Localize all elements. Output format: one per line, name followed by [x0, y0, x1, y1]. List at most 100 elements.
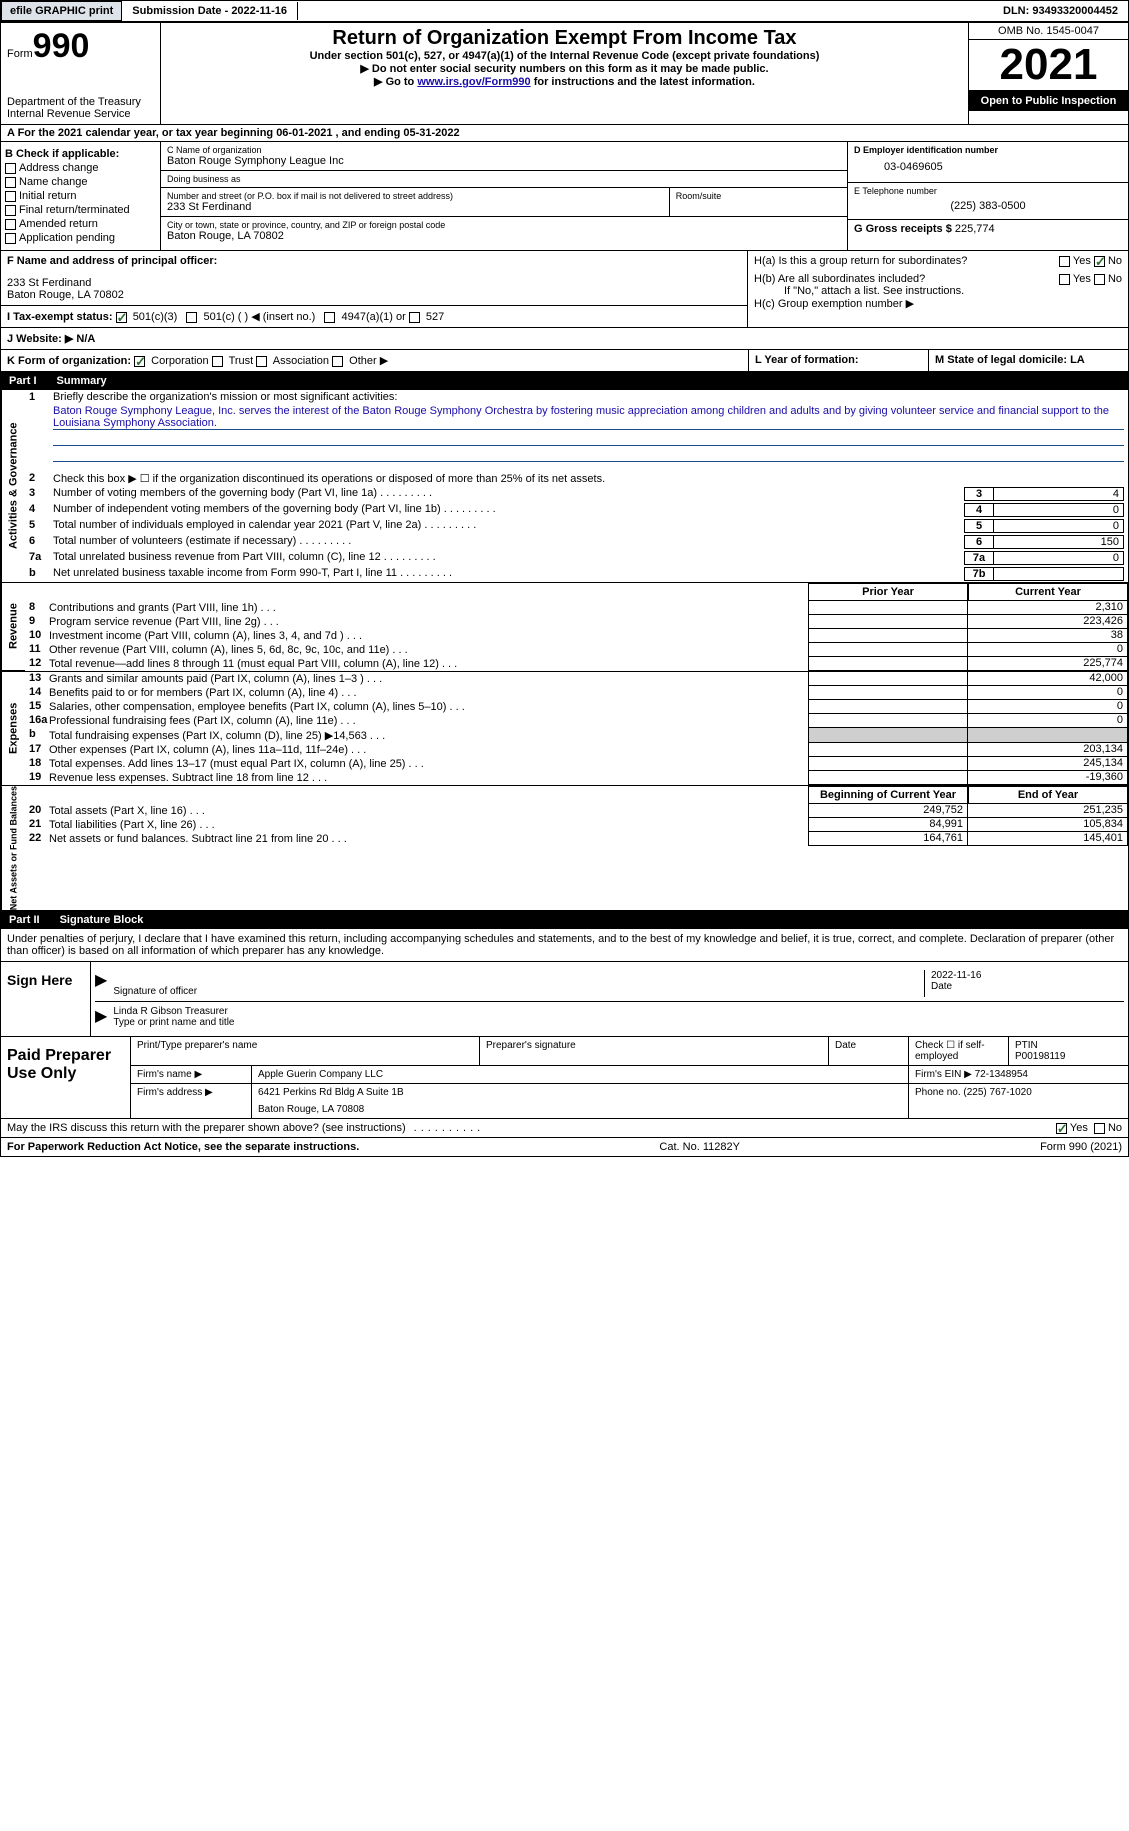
form-org-label: K Form of organization: — [7, 355, 131, 367]
two-col-line: 9Program service revenue (Part VIII, lin… — [25, 615, 1128, 629]
label-final-return: Final return/terminated — [19, 204, 130, 216]
open-inspection: Open to Public Inspection — [969, 91, 1128, 111]
part1-body: Activities & Governance 1Briefly describ… — [0, 390, 1129, 911]
sig-officer-label: Signature of officer — [113, 986, 924, 997]
row-klm: K Form of organization: Corporation Trus… — [0, 350, 1129, 372]
two-col-line: bTotal fundraising expenses (Part IX, co… — [25, 728, 1128, 743]
chk-other[interactable] — [332, 356, 343, 367]
col-end: End of Year — [968, 786, 1128, 804]
dept-irs: Internal Revenue Service — [7, 108, 154, 120]
firm-ein: 72-1348954 — [975, 1069, 1028, 1080]
chk-corp[interactable] — [134, 356, 145, 367]
ein-label: D Employer identification number — [854, 145, 1122, 155]
city-value: Baton Rouge, LA 70802 — [167, 230, 841, 242]
sign-block: Sign Here ▶ Signature of officer 2022-11… — [0, 962, 1129, 1037]
gross-value: 225,774 — [955, 223, 995, 235]
principal-officer-label: F Name and address of principal officer: — [7, 255, 741, 267]
chk-501c3[interactable] — [116, 312, 127, 323]
form-subtitle-2: ▶ Do not enter social security numbers o… — [167, 62, 962, 75]
chk-hb-yes[interactable] — [1059, 274, 1070, 285]
dba-label: Doing business as — [167, 174, 841, 184]
chk-app-pending[interactable] — [5, 233, 16, 244]
addr-value: 233 St Ferdinand — [167, 201, 663, 213]
prep-name-label: Print/Type preparer's name — [131, 1037, 479, 1065]
arrow-icon: ▶ — [95, 1006, 107, 1028]
efile-print-button[interactable]: efile GRAPHIC print — [1, 1, 122, 21]
principal-officer-addr2: Baton Rouge, LA 70802 — [7, 289, 741, 301]
chk-ha-no[interactable] — [1094, 256, 1105, 267]
form-label: Form — [7, 48, 33, 60]
goto-pre: ▶ Go to — [374, 76, 417, 88]
chk-discuss-no[interactable] — [1094, 1123, 1105, 1134]
chk-hb-no[interactable] — [1094, 274, 1105, 285]
irs-link[interactable]: www.irs.gov/Form990 — [417, 76, 530, 88]
chk-address-change[interactable] — [5, 163, 16, 174]
label-corp: Corporation — [151, 355, 208, 367]
firm-addr-label: Firm's address ▶ — [131, 1084, 251, 1118]
omb-number: OMB No. 1545-0047 — [969, 23, 1128, 40]
q1-text: Baton Rouge Symphony League, Inc. serves… — [53, 405, 1124, 430]
state-domicile: M State of legal domicile: LA — [935, 354, 1085, 366]
chk-4947[interactable] — [324, 312, 335, 323]
label-amended: Amended return — [19, 218, 98, 230]
year-formation: L Year of formation: — [755, 354, 859, 366]
ein-value: 03-0469605 — [854, 155, 1122, 179]
chk-assoc[interactable] — [256, 356, 267, 367]
gross-label: G Gross receipts $ — [854, 223, 952, 235]
hb-label: H(b) Are all subordinates included? — [754, 273, 925, 285]
col-b-title: B Check if applicable: — [5, 148, 156, 160]
chk-ha-yes[interactable] — [1059, 256, 1070, 267]
firm-tel-label: Phone no. — [915, 1087, 961, 1098]
chk-discuss-yes[interactable] — [1056, 1123, 1067, 1134]
two-col-line: 8Contributions and grants (Part VIII, li… — [25, 601, 1128, 615]
label-name-change: Name change — [19, 176, 88, 188]
firm-addr2: Baton Rouge, LA 70808 — [258, 1104, 902, 1115]
addr-label: Number and street (or P.O. box if mail i… — [167, 191, 663, 201]
main-info: B Check if applicable: Address change Na… — [0, 142, 1129, 251]
prep-selfemp: Check ☐ if self-employed — [908, 1037, 1008, 1065]
chk-amended[interactable] — [5, 219, 16, 230]
label-address-change: Address change — [19, 162, 99, 174]
firm-tel: (225) 767-1020 — [963, 1087, 1031, 1098]
summary-line: 4Number of independent voting members of… — [25, 502, 1128, 518]
firm-name-label: Firm's name ▶ — [131, 1066, 251, 1083]
q2-text: Check this box ▶ ☐ if the organization d… — [53, 472, 1124, 485]
part2-title: Signature Block — [60, 914, 144, 926]
ptin-value: P00198119 — [1015, 1051, 1122, 1062]
footer: For Paperwork Reduction Act Notice, see … — [0, 1138, 1129, 1157]
summary-line: bNet unrelated business taxable income f… — [25, 566, 1128, 582]
cat-no: Cat. No. 11282Y — [659, 1141, 740, 1153]
form-subtitle-1: Under section 501(c), 527, or 4947(a)(1)… — [167, 50, 962, 62]
chk-trust[interactable] — [212, 356, 223, 367]
two-col-line: 17Other expenses (Part IX, column (A), l… — [25, 743, 1128, 757]
row-j: J Website: ▶ N/A — [0, 328, 1129, 350]
chk-initial-return[interactable] — [5, 191, 16, 202]
part1-title: Summary — [57, 375, 107, 387]
two-col-line: 13Grants and similar amounts paid (Part … — [25, 672, 1128, 686]
sign-here-label: Sign Here — [1, 962, 91, 1036]
chk-501c[interactable] — [186, 312, 197, 323]
goto-post: for instructions and the latest informat… — [531, 76, 755, 88]
label-4947: 4947(a)(1) or — [342, 311, 406, 323]
dept-treasury: Department of the Treasury — [7, 96, 154, 108]
label-initial-return: Initial return — [19, 190, 76, 202]
part1-header: Part I Summary — [0, 372, 1129, 390]
chk-name-change[interactable] — [5, 177, 16, 188]
officer-name: Linda R Gibson Treasurer — [113, 1006, 1124, 1017]
col-curr: Current Year — [968, 583, 1128, 601]
two-col-line: 14Benefits paid to or for members (Part … — [25, 686, 1128, 700]
sig-date: 2022-11-16 — [931, 970, 1124, 981]
two-col-line: 11Other revenue (Part VIII, column (A), … — [25, 643, 1128, 657]
org-name-label: C Name of organization — [167, 145, 841, 155]
officer-name-label: Type or print name and title — [113, 1017, 1124, 1028]
summary-line: 3Number of voting members of the governi… — [25, 486, 1128, 502]
two-col-line: 18Total expenses. Add lines 13–17 (must … — [25, 757, 1128, 771]
tax-year: 2021 — [969, 40, 1128, 91]
prep-date-label: Date — [828, 1037, 908, 1065]
chk-527[interactable] — [409, 312, 420, 323]
summary-line: 5Total number of individuals employed in… — [25, 518, 1128, 534]
summary-line: 6Total number of volunteers (estimate if… — [25, 534, 1128, 550]
chk-final-return[interactable] — [5, 205, 16, 216]
label-trust: Trust — [229, 355, 254, 367]
dln: DLN: 93493320004452 — [993, 2, 1128, 20]
